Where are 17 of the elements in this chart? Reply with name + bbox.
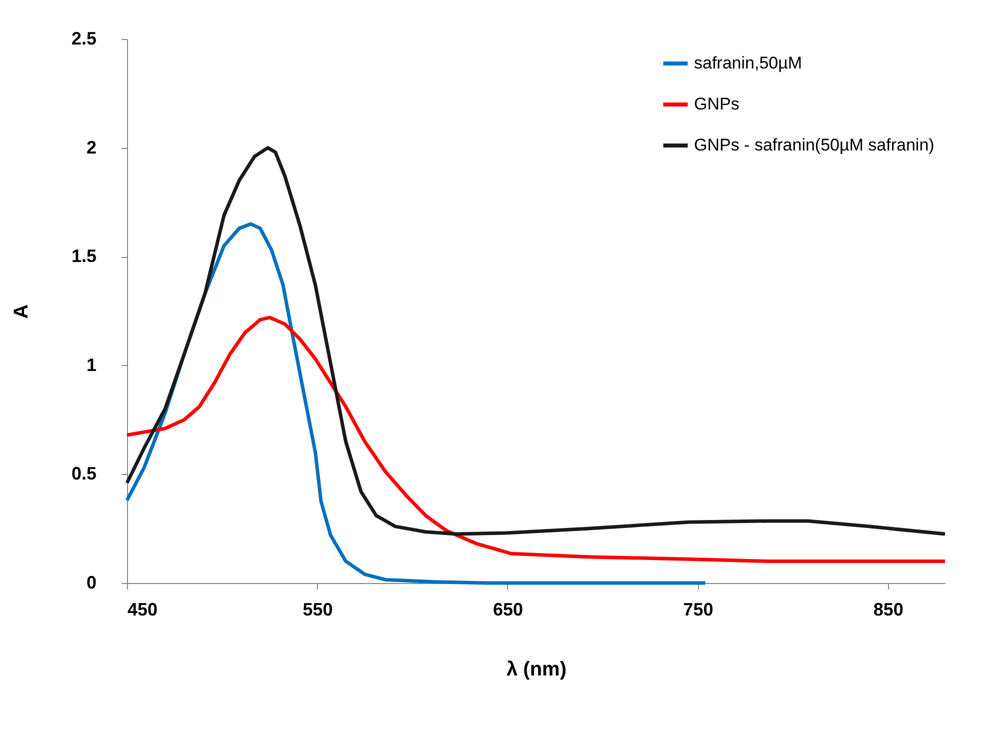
x-tick-label: 750 <box>683 600 714 620</box>
legend-label: safranin,50µM <box>694 54 802 72</box>
legend-label: GNPs <box>694 94 740 114</box>
legend-label: GNPs - safranin(50µM safranin) <box>694 136 934 154</box>
y-tick-label: 1.5 <box>71 246 96 266</box>
y-tick-label: 2.5 <box>71 28 96 48</box>
line-series <box>125 316 947 563</box>
x-tick-label: 850 <box>873 600 904 620</box>
x-tick-label: 650 <box>492 600 523 620</box>
x-tick-label: 550 <box>302 600 333 620</box>
y-tick-label: 0 <box>86 572 96 592</box>
x-tick-label: 450 <box>128 600 158 620</box>
y-tick-label: 2 <box>86 137 96 158</box>
x-axis-title: λ (nm) <box>506 658 566 680</box>
y-tick-label: 1 <box>86 354 96 375</box>
y-tick-label: 0.5 <box>71 464 96 484</box>
y-axis-title: A <box>10 304 32 319</box>
